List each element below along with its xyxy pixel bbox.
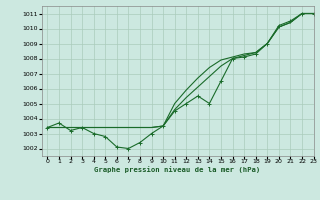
- X-axis label: Graphe pression niveau de la mer (hPa): Graphe pression niveau de la mer (hPa): [94, 166, 261, 173]
